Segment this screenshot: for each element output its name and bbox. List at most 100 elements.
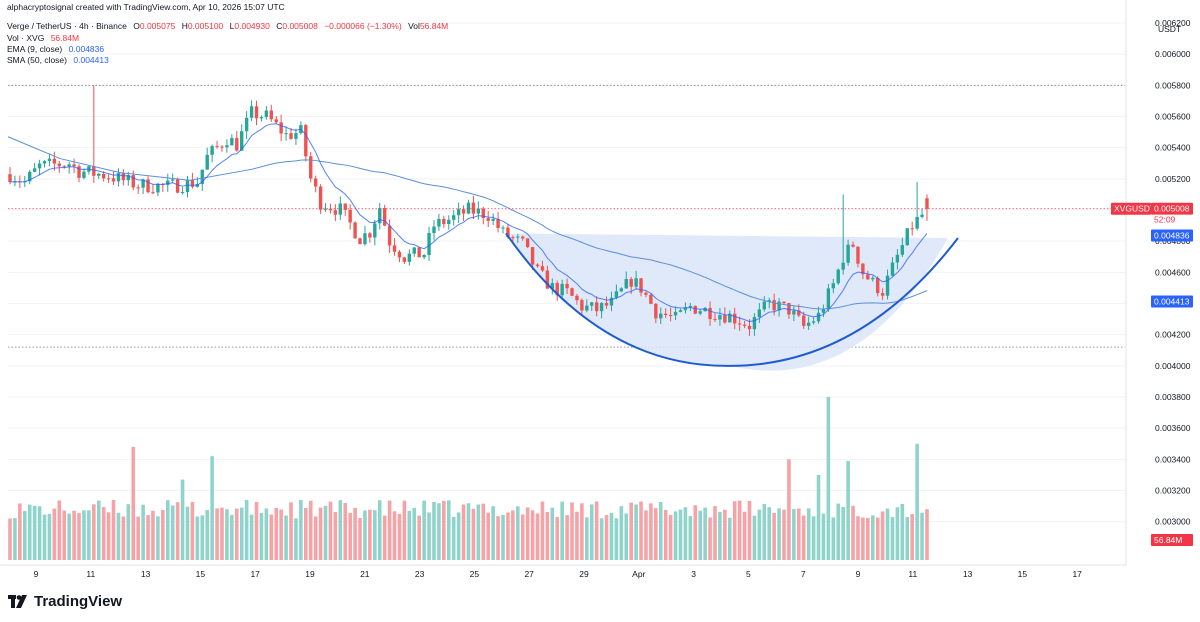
volume-bar [491, 506, 495, 560]
volume-bar [535, 513, 540, 560]
candle-body [205, 154, 209, 170]
volume-bar [501, 514, 505, 560]
price-tick-label: 0.004200 [1155, 330, 1191, 340]
candle-body [806, 322, 811, 326]
last-price-badge: 0.005008 [1151, 202, 1193, 215]
volume-bar [530, 510, 535, 560]
candle-body [802, 315, 806, 326]
volume-bar [165, 500, 170, 560]
volume-bar [737, 500, 742, 560]
volume-bar [614, 518, 619, 560]
candle-body [649, 294, 653, 304]
candle-body [146, 179, 150, 193]
candle-body [456, 209, 461, 216]
ema-legend[interactable]: EMA (9, close) 0.004836 [7, 44, 108, 55]
candle-body [92, 166, 96, 176]
volume-bar [239, 507, 244, 560]
ema-label: EMA (9, close) [7, 44, 63, 54]
sma-50-line [7, 136, 928, 310]
candle-body [836, 269, 840, 284]
candle-body [654, 303, 658, 319]
volume-bar [663, 510, 668, 560]
candle-body [816, 312, 821, 322]
candle-body [461, 209, 466, 214]
candle-body [614, 291, 619, 298]
candle-body [506, 227, 510, 238]
candle-body [422, 254, 426, 258]
volume-bar [62, 510, 67, 560]
price-tick-label: 0.005800 [1155, 80, 1191, 90]
volume-bar [279, 509, 283, 560]
change-value: −0.000066 (−1.30%) [324, 21, 402, 31]
date-tick-label: 7 [801, 569, 806, 579]
date-tick-label: 17 [250, 569, 260, 579]
svg-text:0.004413: 0.004413 [1154, 296, 1190, 306]
candle-body [131, 175, 135, 188]
candle-body [62, 166, 66, 168]
candle-body [452, 215, 456, 220]
candle-body [111, 178, 116, 182]
candle-body [442, 218, 446, 225]
volume-bar [900, 503, 905, 560]
candle-body [259, 117, 264, 119]
volume-bar [846, 460, 850, 560]
candle-body [136, 187, 140, 189]
candle-body [565, 283, 569, 289]
candle-body [634, 278, 638, 287]
candle-body [861, 263, 865, 275]
volume-bar [22, 510, 27, 560]
symbol-badge: XVGUSDT [1111, 202, 1155, 215]
volume-bar [116, 512, 121, 560]
sma-label: SMA (50, close) [7, 55, 67, 65]
volume-bar [496, 516, 500, 560]
candle-body [762, 301, 766, 310]
candle-body [772, 300, 776, 311]
candle-body [866, 274, 870, 280]
volume-bar [885, 508, 890, 560]
candle-body [57, 163, 61, 167]
price-tick-label: 0.005400 [1155, 143, 1191, 153]
candle-body [304, 125, 308, 157]
candle-body [363, 233, 367, 245]
candle-body [220, 146, 224, 148]
candle-body [599, 302, 604, 312]
candle-body [742, 324, 747, 326]
volume-indicator-label: Vol · XVG [7, 33, 45, 43]
volume-legend[interactable]: Vol · XVG 56.84M [7, 33, 83, 44]
candle-body [723, 315, 727, 323]
candle-body [8, 174, 12, 182]
volume-bar [47, 513, 52, 560]
candle-body [905, 228, 909, 246]
volume-bar [560, 501, 564, 560]
candle-body [101, 173, 106, 179]
candle-body [767, 300, 771, 302]
volume-bar [392, 511, 397, 560]
price-tick-label: 0.005600 [1155, 111, 1191, 121]
candle-body [880, 293, 885, 296]
candle-body [747, 325, 752, 330]
sma-badge: 0.004413 [1151, 295, 1193, 308]
volume-bar [333, 512, 338, 560]
candle-body [713, 319, 717, 321]
candle-body [72, 164, 76, 167]
volume-bar [348, 512, 352, 560]
volume-bar [870, 515, 875, 560]
candle-body [249, 106, 254, 118]
candle-body [481, 208, 485, 219]
volume-bar [141, 504, 145, 560]
candle-body [718, 315, 722, 320]
tradingview-logo[interactable]: TradingView [8, 593, 122, 610]
candle-body [501, 227, 505, 229]
date-tick-label: 13 [141, 569, 151, 579]
volume-bar [511, 510, 515, 560]
candle-body [797, 310, 801, 316]
candle-body [230, 138, 234, 146]
volume-bar [678, 509, 683, 560]
volume-bar [471, 508, 476, 560]
candle-body [121, 173, 126, 181]
candle-body [920, 214, 924, 217]
sma-legend[interactable]: SMA (50, close) 0.004413 [7, 55, 113, 66]
volume-bar [77, 513, 81, 560]
volume-bar [244, 499, 249, 560]
